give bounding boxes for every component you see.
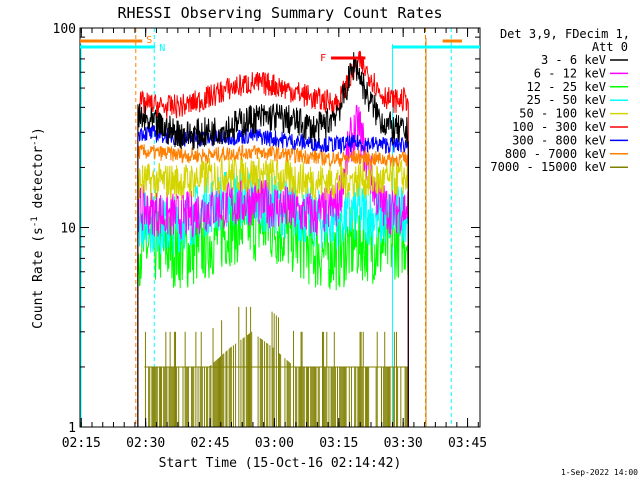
y-axis-label-sup1: -1	[30, 216, 40, 227]
legend-header-line2: Att 0	[592, 40, 628, 54]
legend-label: 25 - 50 keV	[527, 93, 606, 107]
axis-layer: 1 10 100 02:15 02:30 02:45 03:00 03:15 03:30 03:4…	[53, 22, 488, 451]
y-axis-label-mid: detector	[31, 146, 46, 217]
legend-header-line1: Det 3,9, FDecim 1,	[500, 27, 630, 41]
x-tick-label: 03:45	[448, 436, 487, 451]
x-tick-label: 02:15	[62, 436, 101, 451]
x-tick-label: 02:30	[126, 436, 165, 451]
x-tick-label: 02:45	[190, 436, 229, 451]
series-line-1	[137, 104, 409, 427]
legend-label: 12 - 25 keV	[527, 80, 606, 94]
y-tick-label: 100	[53, 22, 76, 37]
y-tick-label: 10	[60, 222, 76, 237]
legend-label: 100 - 300 keV	[512, 120, 606, 134]
series-line-4	[137, 154, 409, 427]
legend-label: 7000 - 15000 keV	[490, 160, 606, 174]
series-line-7	[137, 144, 409, 427]
night-label: N	[159, 43, 165, 54]
legend-label: 300 - 800 keV	[512, 133, 606, 147]
x-tick-label: 03:30	[384, 436, 423, 451]
chart-title: RHESSI Observing Summary Count Rates	[117, 4, 442, 22]
series-line-0	[137, 52, 409, 427]
legend-label: 3 - 6 keV	[541, 53, 606, 67]
x-axis-label: Start Time (15-Oct-16 02:14:42)	[159, 456, 402, 471]
footer-date: 1-Sep-2022 14:00	[561, 468, 638, 477]
series-7000-15000kev	[144, 306, 409, 427]
x-tick-label: 03:00	[255, 436, 294, 451]
series-line-3	[137, 170, 409, 427]
y-axis-label-main: Count Rate (s	[31, 227, 46, 329]
saa-label: S	[146, 35, 152, 46]
flare-label: F	[320, 53, 326, 64]
annotation-bars-layer: SN F	[80, 35, 480, 64]
y-axis-label: Count Rate (s-1 detector-1)	[30, 127, 46, 329]
legend-label: 50 - 100 keV	[519, 107, 606, 121]
legend-label: 800 - 7000 keV	[505, 147, 606, 161]
y-tick-label: 1	[68, 421, 76, 436]
y-axis-label-sup2: -1	[30, 135, 40, 146]
x-tick-label: 03:15	[319, 436, 358, 451]
series-layer	[137, 50, 409, 427]
y-axis-label-end: )	[31, 127, 46, 135]
series-line-5	[137, 50, 409, 427]
legend-label: 6 - 12 keV	[534, 66, 606, 80]
